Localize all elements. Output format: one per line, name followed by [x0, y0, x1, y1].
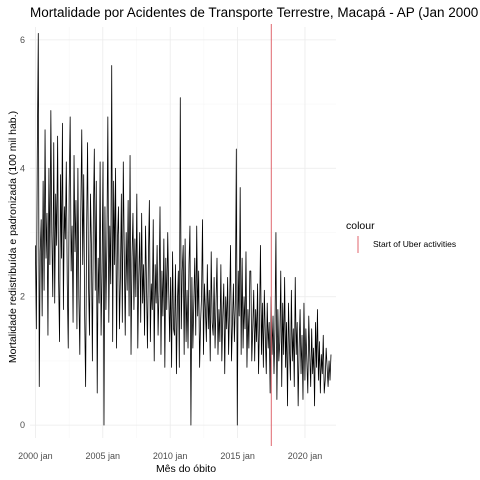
y-axis-title: Mortalidade redistribuída e padronizada …: [7, 111, 19, 363]
legend-title: colour: [346, 220, 375, 232]
y-tick-label: 2: [20, 292, 25, 302]
y-tick-label: 4: [20, 163, 25, 173]
legend: colour Start of Uber activities: [346, 220, 456, 253]
x-axis-title: Mês do óbito: [156, 463, 216, 475]
x-tick-label: 2000 jan: [18, 451, 53, 461]
x-tick-label: 2005 jan: [86, 451, 121, 461]
y-tick-label: 0: [20, 420, 25, 430]
chart-title: Mortalidade por Acidentes de Transporte …: [30, 5, 480, 20]
x-tick-label: 2010 jan: [153, 451, 188, 461]
x-tick-label: 2020 jan: [288, 451, 323, 461]
x-tick-label: 2015 jan: [220, 451, 255, 461]
legend-label-uber: Start of Uber activities: [373, 239, 456, 249]
x-axis-ticks: 2000 jan 2005 jan 2010 jan 2015 jan 2020 jan: [18, 451, 322, 461]
series-line-mortality: [34, 33, 332, 426]
y-tick-label: 6: [20, 35, 25, 45]
series-group: [34, 33, 332, 426]
y-axis-ticks: 0 2 4 6: [20, 35, 25, 430]
